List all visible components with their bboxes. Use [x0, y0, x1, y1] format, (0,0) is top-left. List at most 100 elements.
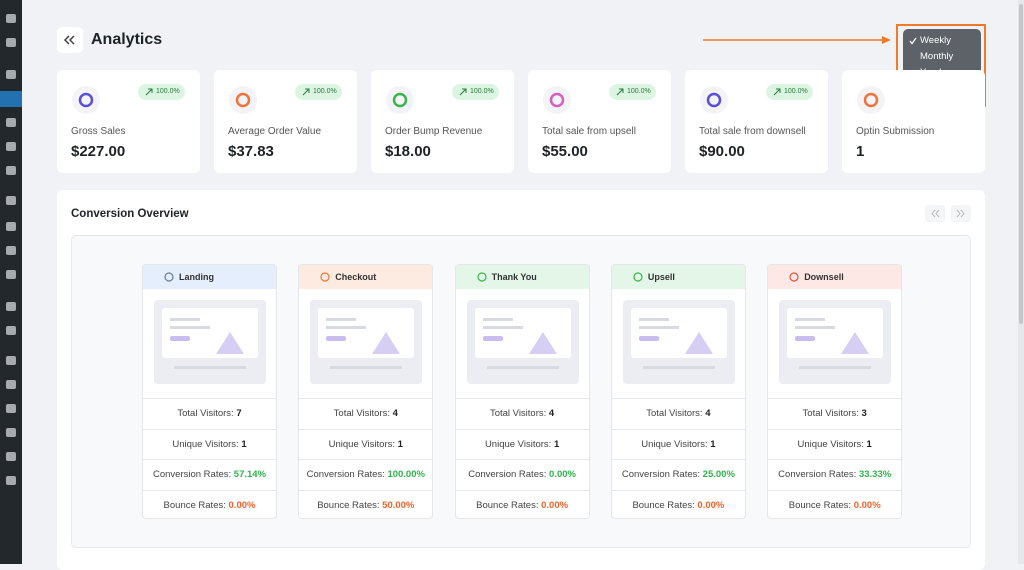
- stat-card: 100.0% Gross Sales $227.00: [57, 70, 200, 173]
- metric-row: Conversion Rates: 33.33%: [768, 459, 902, 489]
- metric-row: Bounce Rates: 0.00%: [768, 489, 902, 519]
- metric-value: 0.00%: [541, 499, 569, 511]
- stat-label: Total sale from downsell: [699, 126, 806, 137]
- ill-line: [326, 326, 367, 329]
- ill-panel: [787, 308, 884, 358]
- menu-icon[interactable]: [6, 14, 16, 23]
- trend-path: [616, 88, 624, 96]
- back-button[interactable]: [57, 27, 83, 53]
- metric-label: Bounce Rates:: [788, 499, 852, 511]
- menu-icon[interactable]: [6, 246, 16, 255]
- trend-icon: [302, 88, 310, 96]
- metric-label: Conversion Rates:: [306, 469, 385, 480]
- ill-button: [482, 336, 503, 341]
- stat-label: Average Order Value: [228, 126, 322, 137]
- metric-value: 1: [397, 438, 403, 450]
- stat-label: Total sale from upsell: [542, 126, 636, 137]
- ill-shape: [372, 332, 401, 354]
- menu-icon[interactable]: [6, 118, 16, 127]
- metric-label: Total Visitors:: [489, 408, 547, 419]
- change-badge: 100.0%: [609, 84, 656, 100]
- metric-row: Total Visitors: 3: [768, 398, 902, 428]
- active-menu[interactable]: [0, 91, 22, 107]
- stage-illustration: [310, 300, 423, 384]
- metric-row: Bounce Rates: 50.00%: [299, 489, 433, 519]
- stat-label: Optin Submission: [856, 126, 935, 137]
- ill-line: [486, 366, 559, 369]
- stat-icon: [229, 86, 257, 114]
- menu-icon[interactable]: [6, 302, 16, 311]
- stat-card: 100.0% Average Order Value $37.83: [214, 70, 357, 173]
- stage-header: Downsell: [768, 265, 902, 289]
- stage-card: Checkout Total Visitors: 4 Unique Visitors…: [298, 264, 434, 519]
- metric-label: Unique Visitors:: [641, 438, 708, 450]
- ill-line: [174, 366, 246, 369]
- icon-bg: [543, 86, 571, 114]
- menu-icon[interactable]: [6, 380, 16, 389]
- menu-icon[interactable]: [6, 326, 16, 335]
- check-path: [909, 37, 917, 45]
- ill-line: [482, 326, 523, 329]
- stat-icon: [72, 86, 100, 114]
- icon-bg: [229, 86, 257, 114]
- stat-value: $18.00: [385, 143, 431, 160]
- stat-icon: [700, 86, 728, 114]
- metric-row: Unique Visitors: 1: [143, 428, 276, 459]
- ill-line: [326, 318, 357, 321]
- stage-illustration: [622, 300, 735, 384]
- menu-icon[interactable]: [6, 38, 16, 47]
- menu-icon[interactable]: [6, 142, 16, 151]
- menu-icon[interactable]: [6, 270, 16, 279]
- ill-line: [638, 326, 679, 329]
- menu-icon[interactable]: [6, 356, 16, 365]
- ill-line: [482, 318, 513, 321]
- stage-icon-shape: [476, 272, 487, 282]
- stage-name: Landing: [179, 272, 214, 282]
- ill-button: [326, 336, 347, 341]
- metric-row: Conversion Rates: 25.00%: [611, 459, 745, 489]
- metric-row: Conversion Rates: 0.00%: [455, 459, 589, 489]
- metric-row: Total Visitors: 4: [299, 398, 433, 428]
- ill-button: [638, 336, 659, 341]
- trend-path: [459, 88, 467, 96]
- stage-name: Upsell: [647, 272, 675, 282]
- ill-panel: [318, 308, 415, 358]
- stage-header: Checkout: [299, 265, 433, 289]
- icon-glyph: [78, 92, 94, 108]
- stat-card: Optin Submission 1: [842, 70, 985, 173]
- menu-icon[interactable]: [6, 404, 16, 413]
- metric-label: Total Visitors:: [802, 408, 859, 419]
- metric-value: 0.00%: [228, 499, 256, 511]
- stat-card: 100.0% Order Bump Revenue $18.00: [371, 70, 514, 173]
- metric-value: 100.00%: [387, 469, 425, 480]
- check-icon: [909, 37, 917, 45]
- scroll-thumb[interactable]: [1019, 4, 1023, 324]
- ill-line: [795, 326, 836, 329]
- dropdown-option[interactable]: Monthly: [920, 51, 954, 62]
- icon-bg: [386, 86, 414, 114]
- menu-icon[interactable]: [6, 476, 16, 485]
- stage-header: Upsell: [611, 265, 745, 289]
- menu-icon[interactable]: [6, 222, 16, 231]
- ill-shape: [841, 332, 870, 354]
- metric-label: Unique Visitors:: [328, 438, 395, 450]
- change-badge: 100.0%: [138, 84, 185, 100]
- section-title: Conversion Overview: [71, 208, 189, 220]
- metric-value: 0.00%: [549, 469, 576, 480]
- menu-icon[interactable]: [6, 196, 16, 205]
- ill-shape: [684, 332, 713, 354]
- stage-illustration: [779, 300, 892, 384]
- dropdown-option[interactable]: Weekly: [920, 35, 951, 46]
- stage-icon: [789, 272, 799, 282]
- menu-icon[interactable]: [6, 70, 16, 79]
- stat-icon: [857, 86, 885, 114]
- metric-value: 0.00%: [853, 499, 881, 511]
- menu-icon[interactable]: [6, 452, 16, 461]
- stage-icon: [476, 272, 487, 282]
- metric-row: Bounce Rates: 0.00%: [455, 489, 589, 519]
- menu-icon[interactable]: [6, 428, 16, 437]
- stage-name: Downsell: [804, 272, 844, 282]
- menu-icon[interactable]: [6, 166, 16, 175]
- trend-path: [145, 88, 153, 96]
- carousel-nav[interactable]: [925, 205, 973, 223]
